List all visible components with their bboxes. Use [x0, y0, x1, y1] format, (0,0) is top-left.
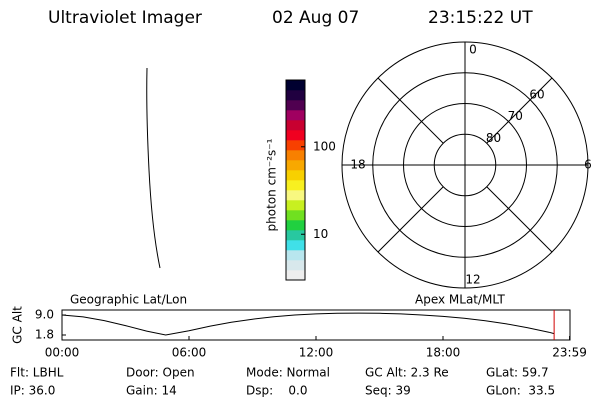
info-field: Dsp: 0.0 — [246, 384, 308, 398]
info-field: Door: Open — [126, 366, 195, 380]
mlt-diagonal — [486, 77, 553, 144]
right-label: Apex MLat/MLT — [415, 293, 505, 307]
info-field: GLon: 33.5 — [486, 384, 555, 398]
mlt-diagonal — [377, 77, 444, 144]
mlt-diagonal — [486, 186, 553, 253]
color-band — [286, 260, 305, 271]
x-tick-label: 23:59 — [552, 346, 587, 360]
mlt-label: 0 — [469, 43, 477, 57]
color-band — [286, 150, 305, 161]
color-band — [286, 190, 305, 201]
color-band — [286, 140, 305, 151]
mlt-label: 6 — [584, 158, 592, 172]
color-band — [286, 90, 305, 101]
info-field: Seq: 39 — [365, 384, 411, 398]
info-field: GLat: 59.7 — [486, 366, 549, 380]
colorbar-tick-label: 100 — [313, 139, 336, 153]
lat-label: 70 — [508, 109, 523, 123]
y-tick-label: 9.0 — [35, 308, 54, 322]
y-axis-label: GC Alt — [11, 306, 25, 344]
mlt-label: 18 — [350, 158, 365, 172]
info-field: Gain: 14 — [126, 384, 177, 398]
left-label: Geographic Lat/Lon — [70, 293, 187, 307]
color-band — [286, 120, 305, 131]
colorbar-tick-label: 10 — [313, 227, 328, 241]
x-tick-label: 12:00 — [299, 346, 334, 360]
x-tick-label: 00:00 — [45, 346, 80, 360]
colorbar-frame — [285, 79, 306, 281]
info-field: IP: 36.0 — [10, 384, 55, 398]
color-band — [286, 200, 305, 211]
plot-frame — [61, 309, 571, 341]
mlt-diagonal — [377, 186, 444, 253]
color-band — [286, 230, 305, 241]
time: 23:15:22 UT — [428, 8, 533, 28]
info-field: GC Alt: 2.3 Re — [365, 366, 449, 380]
y-tick-label: 1.8 — [35, 328, 54, 342]
title: Ultraviolet Imager — [48, 8, 202, 28]
limb-curve — [146, 67, 161, 269]
color-band — [286, 160, 305, 171]
color-band — [286, 210, 305, 221]
color-band — [286, 180, 305, 191]
color-band — [286, 130, 305, 141]
x-tick-label: 18:00 — [426, 346, 461, 360]
color-band — [286, 250, 305, 261]
date: 02 Aug 07 — [272, 8, 359, 28]
mlt-label: 12 — [465, 273, 480, 287]
color-band — [286, 240, 305, 251]
info-field: Mode: Normal — [246, 366, 330, 380]
colorbar-label: photon cm⁻²s⁻¹ — [265, 138, 279, 231]
color-band — [286, 220, 305, 231]
color-band — [286, 110, 305, 121]
altitude-line — [61, 312, 555, 336]
color-band — [286, 80, 305, 91]
color-band — [286, 100, 305, 111]
x-tick-label: 06:00 — [172, 346, 207, 360]
lat-label: 60 — [529, 87, 544, 101]
color-band — [286, 270, 305, 281]
info-field: Flt: LBHL — [10, 366, 64, 380]
lat-label: 80 — [486, 131, 501, 145]
color-band — [286, 170, 305, 181]
